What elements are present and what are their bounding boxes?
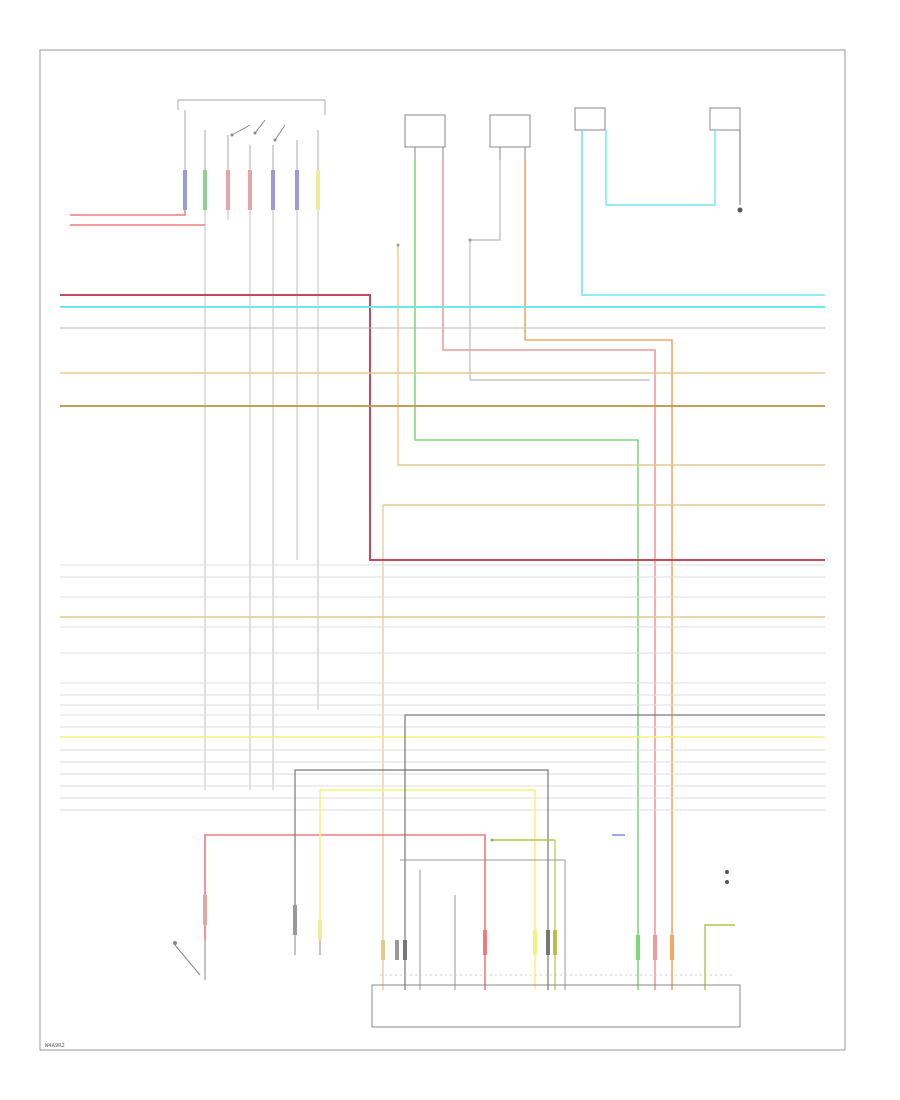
vertical-wires [70,130,825,990]
diagram-frame [39,49,846,1051]
ground-symbol [725,207,743,884]
control-module [371,974,741,1028]
switch-pins [183,170,320,210]
sensor-box-2 [489,114,531,160]
bottom-switch [173,895,207,980]
sensor-box-1 [404,114,446,160]
bottom-sensor [293,905,322,955]
horizontal-wires [60,294,825,811]
diagram-id: W4A9R2 [45,1043,65,1049]
splice-dots [396,238,494,842]
module-pin-stubs [381,930,674,960]
switch-assembly [177,99,326,170]
lower-wires [204,714,825,990]
sensor-box-3 [574,107,741,131]
